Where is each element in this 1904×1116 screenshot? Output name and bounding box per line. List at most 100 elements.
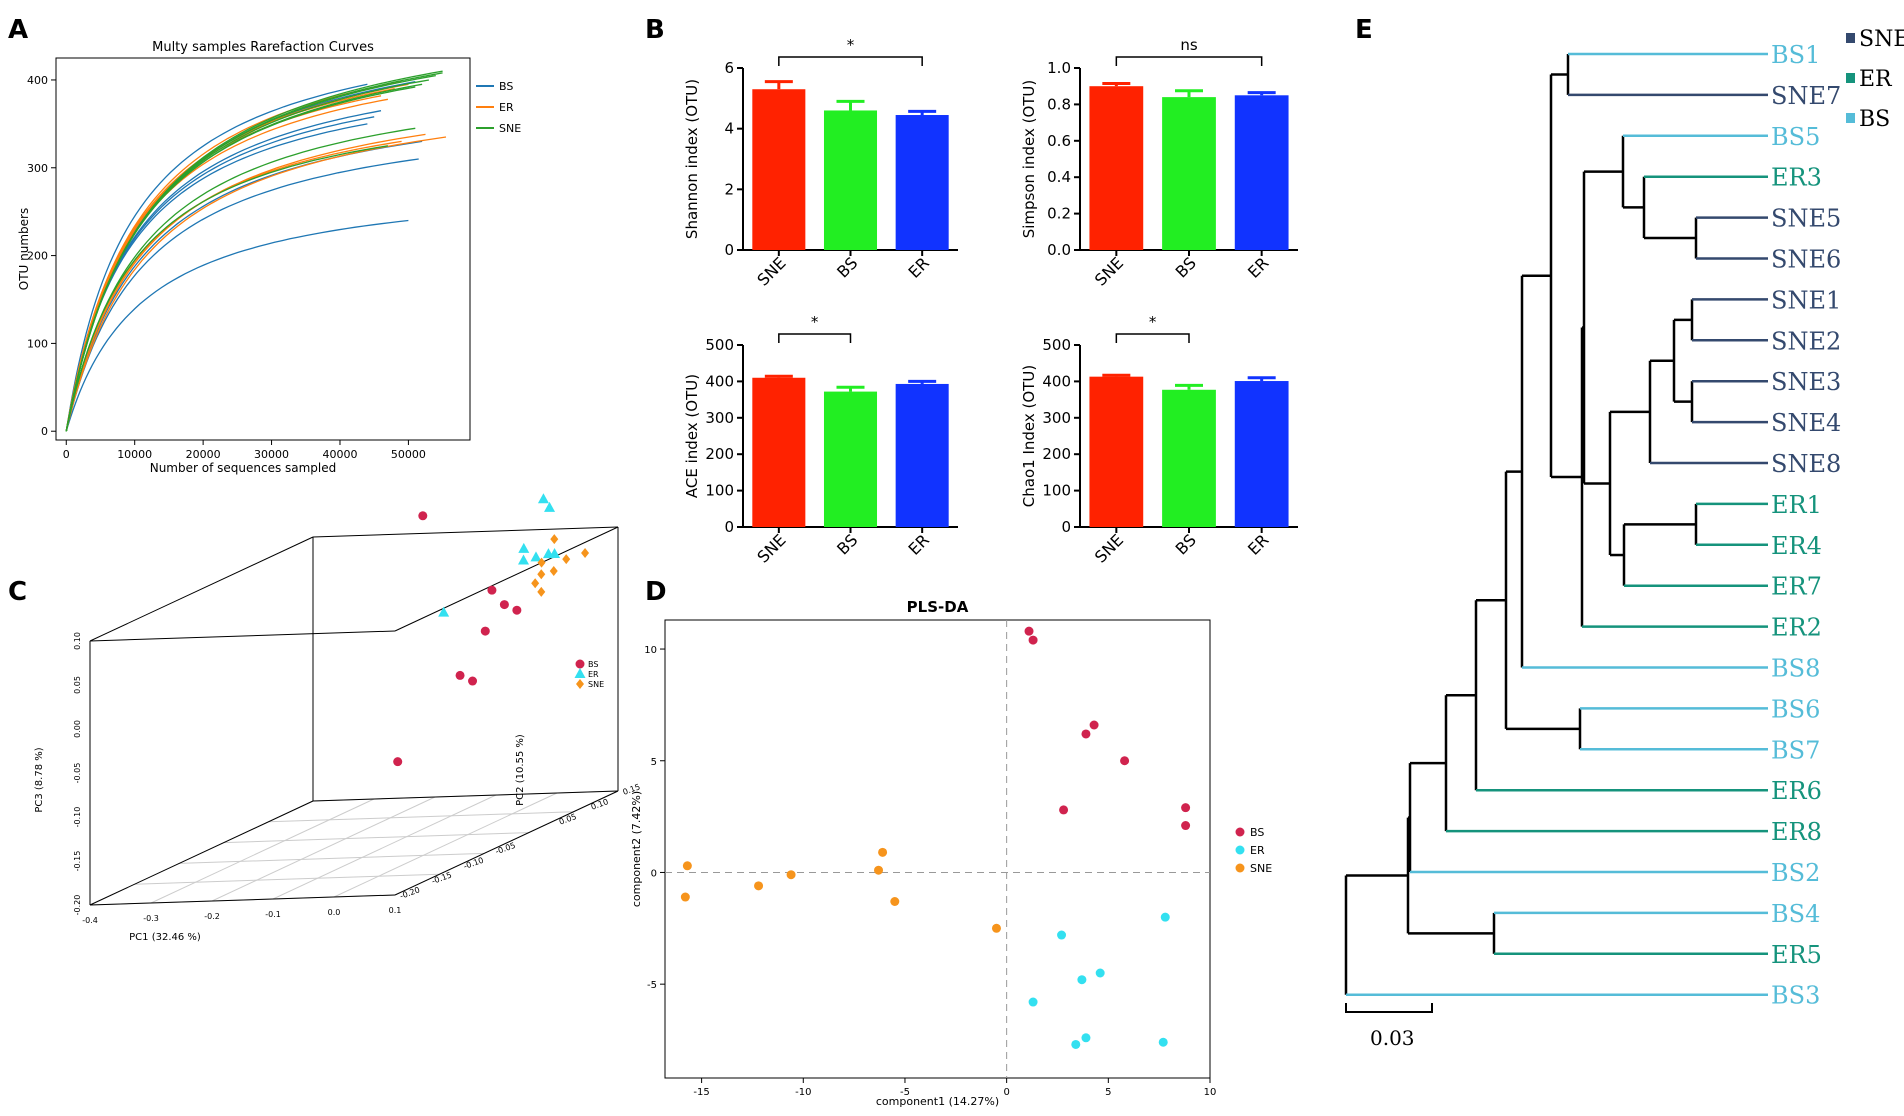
pca-point-sne xyxy=(562,554,571,565)
x-tick-label: 50000 xyxy=(391,448,426,461)
y-tick-label: 6 xyxy=(724,59,734,77)
y-tick-label: -5 xyxy=(647,980,657,991)
x-tick-label: 0 xyxy=(63,448,70,461)
x-tick-label: 0.1 xyxy=(389,906,402,915)
rarefaction-curve-sne xyxy=(65,72,443,432)
floor-grid-line xyxy=(211,796,436,902)
y-tick-label: 0.2 xyxy=(1047,205,1071,223)
plsda-point-sne xyxy=(890,897,900,907)
y-axis-label: Simpson index (OTU) xyxy=(1020,80,1038,239)
panel-e-dendrogram: BS1 SNE7 BS5 ER3 SNE5 SNE6 SNE1 SNE2 SNE3 SNE4 SNE… xyxy=(1344,27,1904,1050)
panel-b-alpha-diversity-bars: 0 2 4 6 Shannon index (OTU) SNE BS ER * 0.0 0.2 0.4… xyxy=(683,36,1298,567)
y-tick-label: 200 xyxy=(1042,445,1071,463)
rarefaction-curve-sne xyxy=(65,127,416,432)
plot-frame xyxy=(55,57,471,441)
y-axis-label: Chao1 Index (OTU) xyxy=(1020,365,1038,507)
plsda-point-er xyxy=(1158,1037,1168,1047)
box-edge xyxy=(312,790,619,802)
floor-grid-line xyxy=(333,792,558,898)
tree-leaf-label-er6: ER6 xyxy=(1771,777,1822,805)
chart-title: PLS-DA xyxy=(907,598,969,616)
z-tick-label: -0.05 xyxy=(73,763,82,784)
x-tick-label: SNE xyxy=(753,253,789,289)
tree-leaf-label-bs1: BS1 xyxy=(1771,41,1820,69)
pca-point-sne xyxy=(549,566,558,577)
significance-label: * xyxy=(811,313,819,331)
x-axis-label: PC1 (32.46 %) xyxy=(129,932,201,943)
plsda-point-sne xyxy=(682,861,692,871)
x-tick-label: SNE xyxy=(1091,253,1127,289)
x-tick-label: ER xyxy=(905,253,933,281)
floor-grid-line xyxy=(223,832,529,844)
box-edge xyxy=(312,526,619,538)
bar-sne xyxy=(1089,86,1144,250)
plsda-point-er xyxy=(1071,1039,1081,1049)
plsda-point-bs xyxy=(1028,635,1038,645)
legend-swatch-bs xyxy=(1846,113,1855,123)
panel-letter-d: D xyxy=(645,577,667,607)
plsda-point-bs xyxy=(1181,803,1191,813)
panel-c-pca-3d-scatter: -0.4 -0.3 -0.2 -0.1 0.0 0.1 -0.20 -0.15 -0.10 -0.… xyxy=(34,493,641,943)
x-tick-label: -0.1 xyxy=(265,910,281,919)
plsda-point-er xyxy=(1057,930,1067,940)
pca-point-bs xyxy=(418,511,428,521)
legend-marker-er xyxy=(574,668,586,678)
y-tick-label: 200 xyxy=(27,250,48,263)
plsda-point-sne xyxy=(874,865,884,875)
y-axis-label: Shannon index (OTU) xyxy=(683,79,701,239)
legend-marker-sne xyxy=(1235,863,1245,873)
rarefaction-curve-er xyxy=(65,81,402,432)
tree-leaf-label-er1: ER1 xyxy=(1771,491,1822,519)
legend-marker-bs xyxy=(1235,827,1245,837)
x-tick-label: -0.3 xyxy=(143,914,159,923)
x-tick-label: ER xyxy=(905,530,933,558)
legend-marker-bs xyxy=(575,659,585,669)
tree-leaf-label-sne1: SNE1 xyxy=(1771,286,1841,314)
legend-marker-er xyxy=(1235,845,1245,855)
x-tick-label: 20000 xyxy=(186,448,221,461)
x-tick-label: 30000 xyxy=(254,448,289,461)
plsda-point-sne xyxy=(878,847,888,857)
significance-label: ns xyxy=(1180,36,1198,54)
pca-point-er xyxy=(537,493,549,504)
panel-letter-a: A xyxy=(8,15,28,45)
y-axis-label: component2 (7.42%) xyxy=(630,791,643,907)
y-tick-label: 500 xyxy=(705,336,734,354)
panel-letter-b: B xyxy=(645,15,665,45)
bar-chart-b2: 0.0 0.2 0.4 0.6 0.8 1.0 Simpson index (OTU) SNE… xyxy=(1020,36,1298,290)
bar-er xyxy=(1234,381,1289,527)
plsda-point-bs xyxy=(1181,821,1191,831)
x-tick-label: -0.2 xyxy=(204,912,220,921)
box-edge xyxy=(89,630,396,642)
pca-point-er xyxy=(544,501,556,512)
legend-label-bs: BS xyxy=(499,80,513,93)
pca-point-er xyxy=(518,542,530,553)
y-tick-label: 0 xyxy=(41,425,48,438)
tree-leaf-label-sne5: SNE5 xyxy=(1771,205,1841,233)
x-tick-label: -5 xyxy=(900,1087,910,1098)
floor-grid-line xyxy=(150,798,375,904)
y-tick-label: -0.05 xyxy=(494,841,517,857)
y-tick-label: 400 xyxy=(27,74,48,87)
significance-bracket xyxy=(1115,56,1263,66)
x-tick-label: SNE xyxy=(1091,530,1127,566)
significance-label: * xyxy=(847,36,855,54)
bar-er xyxy=(1234,95,1289,250)
x-tick-label: -15 xyxy=(693,1087,709,1098)
plot-frame xyxy=(664,619,1211,1079)
x-tick-label: 10 xyxy=(1204,1087,1217,1098)
rarefaction-curve-er xyxy=(65,88,395,432)
tree-leaf-label-sne3: SNE3 xyxy=(1771,368,1841,396)
rarefaction-curve-er xyxy=(65,136,447,432)
rarefaction-curve-bs xyxy=(65,219,409,432)
pca-point-sne xyxy=(537,586,546,597)
chart-title: Multy samples Rarefaction Curves xyxy=(152,40,374,55)
y-tick-label: 200 xyxy=(705,445,734,463)
panel-letter-e: E xyxy=(1355,15,1373,45)
y-axis-label: OTU numbers xyxy=(17,208,31,290)
box-edge xyxy=(89,536,314,642)
bar-bs xyxy=(1162,97,1216,251)
y-tick-label: 0 xyxy=(724,518,734,536)
plsda-point-bs xyxy=(1120,756,1130,766)
